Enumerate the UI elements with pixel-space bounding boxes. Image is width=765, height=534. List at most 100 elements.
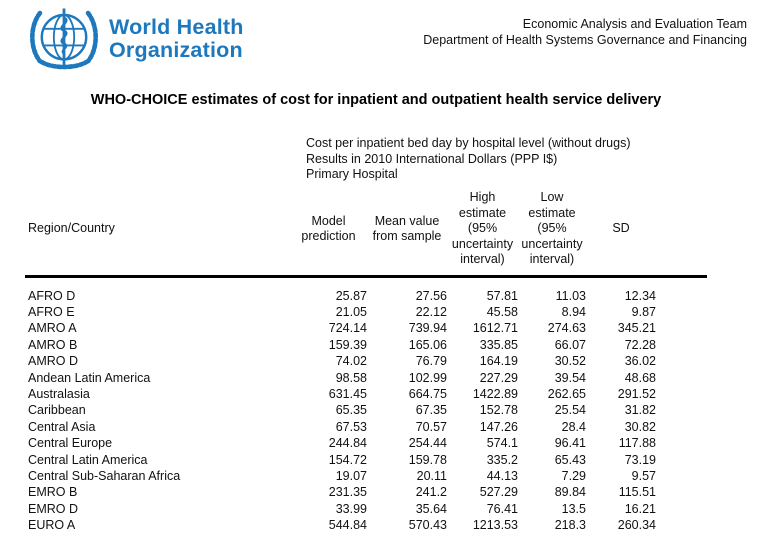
value-cell: 664.75 (408, 386, 447, 401)
col-header-mean-value: Mean value from sample (372, 213, 442, 244)
value-cell: 30.52 (554, 354, 586, 369)
value-cell: 89.84 (554, 485, 586, 500)
value-cell: 67.53 (335, 419, 367, 434)
value-cell: 527.29 (479, 485, 518, 500)
value-cell: 574.1 (486, 436, 518, 451)
table-row: AMRO D 74.02 76.79 164.19 30.52 36.02 (25, 353, 707, 369)
region-cell: AFRO E (28, 304, 75, 319)
region-cell: Central Asia (28, 419, 96, 434)
region-cell: EURO A (28, 518, 76, 533)
value-cell: 22.12 (415, 304, 447, 319)
value-cell: 147.26 (479, 419, 518, 434)
value-cell: 335.85 (479, 337, 518, 352)
value-cell: 631.45 (328, 386, 367, 401)
value-cell: 13.5 (561, 501, 586, 516)
table-row: Andean Latin America 98.58 102.99 227.29 39.… (25, 370, 707, 386)
value-cell: 70.57 (415, 419, 447, 434)
table-row: EMRO D 33.99 35.64 76.41 13.5 16.21 (25, 501, 707, 517)
value-cell: 1213.53 (472, 518, 518, 533)
value-cell: 76.79 (415, 354, 447, 369)
value-cell: 254.44 (408, 436, 447, 451)
col-header-high-estimate: High estimate (95% uncertainty interval) (451, 190, 514, 267)
value-cell: 76.41 (486, 501, 518, 516)
value-cell: 1422.89 (472, 386, 518, 401)
region-cell: AFRO D (28, 288, 76, 303)
who-wordmark: World Health Organization (109, 16, 244, 62)
value-cell: 244.84 (328, 436, 367, 451)
value-cell: 152.78 (479, 403, 518, 418)
value-cell: 44.13 (486, 468, 518, 483)
table-row: EURO A 544.84 570.43 1213.53 218.3 260.34 (25, 517, 707, 533)
who-emblem-icon (30, 8, 98, 70)
value-cell: 21.05 (335, 304, 367, 319)
value-cell: 154.72 (328, 452, 367, 467)
region-cell: Andean Latin America (28, 370, 151, 385)
region-cell: Central Sub-Saharan Africa (28, 468, 181, 483)
col-header-sd: SD (612, 221, 630, 236)
value-cell: 66.07 (554, 337, 586, 352)
value-cell: 11.03 (555, 288, 586, 303)
value-cell: 33.99 (335, 501, 367, 516)
value-cell: 25.87 (335, 288, 367, 303)
value-cell: 25.54 (554, 403, 586, 418)
value-cell: 48.68 (624, 370, 656, 385)
table-row: EMRO B 231.35 241.2 527.29 89.84 115.51 (25, 484, 707, 500)
table-row: Central Sub-Saharan Africa 19.07 20.11 44.1… (25, 468, 707, 484)
value-cell: 218.3 (554, 518, 586, 533)
value-cell: 19.07 (335, 468, 367, 483)
value-cell: 159.39 (328, 337, 367, 352)
value-cell: 164.19 (479, 354, 518, 369)
region-cell: Caribbean (28, 403, 86, 418)
cost-table: Region/Country Model prediction Mean val… (25, 183, 707, 534)
value-cell: 31.82 (624, 403, 656, 418)
value-cell: 96.41 (554, 436, 586, 451)
value-cell: 27.56 (415, 288, 447, 303)
value-cell: 117.88 (618, 436, 656, 451)
value-cell: 72.28 (624, 337, 656, 352)
value-cell: 45.58 (486, 304, 518, 319)
table-body: AFRO D 25.87 27.56 57.81 11.03 12.34 AFRO E 21.… (25, 277, 707, 534)
subtitle-line2: Results in 2010 International Dollars (P… (306, 151, 558, 166)
value-cell: 241.2 (415, 485, 447, 500)
region-cell: Australasia (28, 386, 90, 401)
value-cell: 28.4 (561, 419, 586, 434)
value-cell: 335.2 (486, 452, 518, 467)
region-cell: Central Latin America (28, 452, 148, 467)
value-cell: 260.34 (617, 518, 656, 533)
team-line1: Economic Analysis and Evaluation Team (522, 17, 747, 31)
value-cell: 20.11 (416, 468, 447, 483)
value-cell: 291.52 (617, 386, 656, 401)
value-cell: 8.94 (561, 304, 586, 319)
table-row: Australasia 631.45 664.75 1422.89 262.65 291.… (25, 386, 707, 402)
table-row: AMRO A 724.14 739.94 1612.71 274.63 345.21 (25, 320, 707, 336)
value-cell: 57.81 (486, 288, 518, 303)
value-cell: 9.57 (631, 468, 656, 483)
value-cell: 74.02 (335, 354, 367, 369)
value-cell: 159.78 (408, 452, 447, 467)
region-cell: AMRO A (28, 321, 77, 336)
value-cell: 36.02 (624, 354, 656, 369)
value-cell: 165.06 (408, 337, 447, 352)
region-cell: Central Europe (28, 436, 113, 451)
value-cell: 73.19 (624, 452, 656, 467)
value-cell: 345.21 (617, 321, 656, 336)
table-row: Central Asia 67.53 70.57 147.26 28.4 30.82 (25, 419, 707, 435)
value-cell: 102.99 (408, 370, 447, 385)
table-subtitle: Cost per inpatient bed day by hospital l… (306, 136, 631, 183)
table-row: Caribbean 65.35 67.35 152.78 25.54 31.82 (25, 402, 707, 418)
value-cell: 544.84 (328, 518, 367, 533)
value-cell: 115.51 (618, 485, 656, 500)
value-cell: 65.43 (554, 452, 586, 467)
value-cell: 739.94 (408, 321, 447, 336)
department-header: Economic Analysis and Evaluation Team De… (423, 17, 747, 48)
value-cell: 262.65 (547, 386, 586, 401)
subtitle-line3: Primary Hospital (306, 167, 398, 181)
value-cell: 7.29 (561, 468, 586, 483)
table-row: AMRO B 159.39 165.06 335.85 66.07 72.28 (25, 337, 707, 353)
value-cell: 227.29 (479, 370, 518, 385)
table-header-row: Region/Country Model prediction Mean val… (25, 183, 707, 277)
value-cell: 65.35 (335, 403, 367, 418)
value-cell: 12.34 (624, 288, 656, 303)
region-cell: AMRO D (28, 354, 78, 369)
team-line2: Department of Health Systems Governance … (423, 32, 747, 47)
